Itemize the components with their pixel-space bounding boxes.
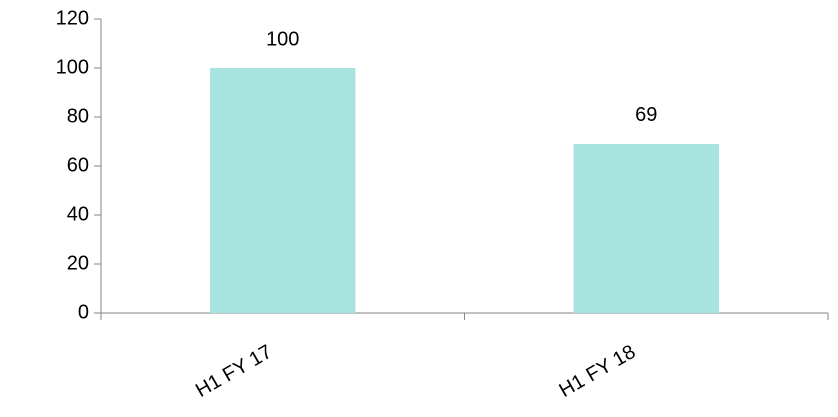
x-tick-label: H1 FY 18 (556, 341, 640, 402)
x-tick-label: H1 FY 17 (192, 341, 276, 402)
data-label: 100 (266, 28, 299, 50)
bar (210, 68, 356, 313)
data-label: 69 (635, 104, 657, 126)
y-tick-label: 20 (67, 252, 89, 274)
bar (573, 143, 719, 313)
y-tick-label: 120 (56, 7, 89, 29)
y-tick-label: 60 (67, 154, 89, 176)
y-tick-label: 100 (56, 56, 89, 78)
y-tick-label: 40 (67, 203, 89, 225)
y-tick-label: 80 (67, 105, 89, 127)
y-tick-label: 0 (78, 301, 89, 323)
